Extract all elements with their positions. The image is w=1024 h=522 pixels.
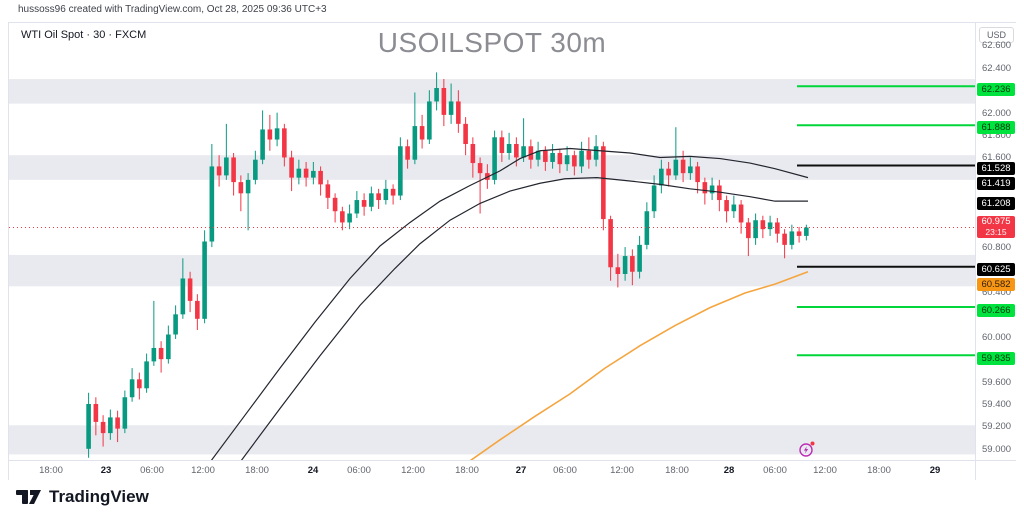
- price-tick-label: 59.400: [982, 398, 1012, 410]
- time-tick-label: 06:00: [553, 465, 577, 476]
- price-badge-60.582[interactable]: 60.582: [977, 278, 1015, 292]
- moving-averages: [210, 147, 809, 460]
- time-tick-label: 06:00: [140, 465, 164, 476]
- level-lines[interactable]: [797, 85, 975, 357]
- price-badge-62.236[interactable]: 62.236: [977, 82, 1015, 96]
- symbol-info: WTI Oil Spot · 30 · FXCM: [21, 29, 147, 41]
- price-zones: [9, 79, 975, 455]
- price-tick-label: 61.600: [982, 152, 1012, 164]
- price-tick-label: 59.000: [982, 443, 1012, 455]
- candles: [86, 72, 809, 458]
- time-tick-day-label: 28: [723, 465, 735, 476]
- price-tick-label: 60.400: [982, 286, 1012, 298]
- time-tick-day-label: 23: [100, 465, 112, 476]
- price-tick-label: 59.600: [982, 376, 1012, 388]
- tradingview-logo-icon: [16, 490, 41, 504]
- chart-frame: USOILSPOT 30m WTI Oil Spot · 30 · FXCM U…: [8, 22, 1016, 480]
- time-tick-label: 18:00: [867, 465, 891, 476]
- time-tick-label: 12:00: [813, 465, 837, 476]
- ma-fast-black: [210, 147, 809, 460]
- price-tick-label: 60.800: [982, 242, 1012, 254]
- time-tick-label: 12:00: [610, 465, 634, 476]
- price-axis[interactable]: USD 62.600 62.400 62.000 61.800 61.600 60.800…: [975, 23, 1016, 460]
- time-tick-day-label: 24: [307, 465, 319, 476]
- time-axis[interactable]: 18:00 23 06:00 12:00 18:00 24 06:00 12:00 18:00 2…: [9, 460, 975, 480]
- price-badge-61.888[interactable]: 61.888: [977, 120, 1015, 134]
- tradingview-logo-text: TradingView: [49, 487, 149, 506]
- price-badge-61.419[interactable]: 61.419: [977, 177, 1015, 191]
- price-badge-60.975[interactable]: 60.975 23:15: [977, 216, 1015, 239]
- time-tick-label: 18:00: [245, 465, 269, 476]
- currency-toggle-button[interactable]: USD: [979, 27, 1014, 43]
- time-tick-label: 12:00: [401, 465, 425, 476]
- time-tick-label: 18:00: [665, 465, 689, 476]
- price-badge-61.528[interactable]: 61.528: [977, 162, 1015, 176]
- price-badge-59.835[interactable]: 59.835: [977, 351, 1015, 365]
- price-tick-label: 62.600: [982, 40, 1012, 52]
- time-tick-label: 06:00: [347, 465, 371, 476]
- axis-corner: [975, 460, 1016, 480]
- price-tick-label: 61.800: [982, 130, 1012, 142]
- price-tick-label: 59.200: [982, 421, 1012, 433]
- price-badge-60.625[interactable]: 60.625: [977, 263, 1015, 277]
- tradingview-logo[interactable]: TradingView: [16, 487, 149, 507]
- ma-long-orange: [469, 271, 809, 460]
- events-flash-icon[interactable]: [798, 440, 816, 458]
- price-chart-canvas[interactable]: [9, 23, 975, 460]
- time-tick-day-label: 27: [515, 465, 527, 476]
- price-tick-label: 60.000: [982, 331, 1012, 343]
- time-tick-label: 12:00: [191, 465, 215, 476]
- price-badge-61.208[interactable]: 61.208: [977, 196, 1015, 210]
- time-tick-label: 06:00: [763, 465, 787, 476]
- price-badge-60.266[interactable]: 60.266: [977, 304, 1015, 318]
- attribution-text: hussoss96 created with TradingView.com, …: [18, 4, 327, 15]
- ma-slow-black: [240, 177, 808, 460]
- time-tick-label: 18:00: [39, 465, 63, 476]
- time-tick-day-label: 29: [929, 465, 941, 476]
- price-tick-label: 62.400: [982, 62, 1012, 74]
- watermark-title: USOILSPOT 30m: [377, 27, 607, 58]
- price-tick-label: 62.000: [982, 107, 1012, 119]
- time-tick-label: 18:00: [455, 465, 479, 476]
